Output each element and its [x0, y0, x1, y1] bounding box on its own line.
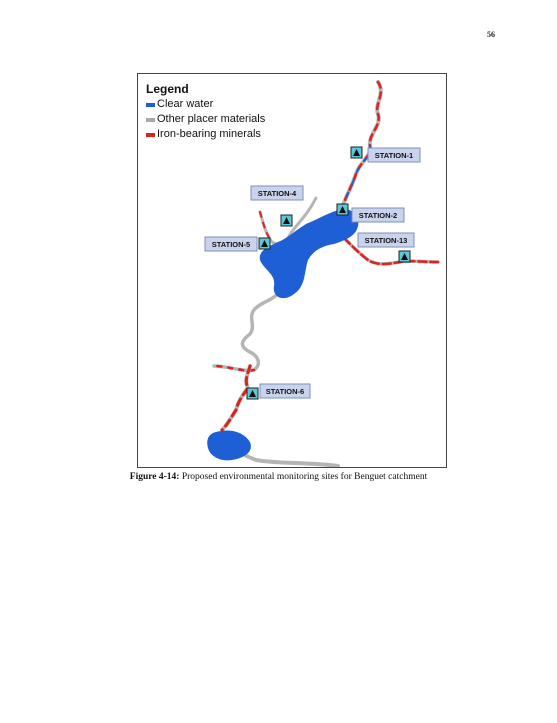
station-2-icon	[339, 206, 346, 213]
station-layer: STATION-1 STATION-2 STATION-13 STATION-4	[204, 146, 421, 400]
legend-item-clear-water: Clear water	[146, 97, 265, 112]
station-13-text: STATION-13	[365, 236, 408, 245]
station-4-icon	[283, 217, 290, 224]
station-6-text: STATION-6	[266, 387, 304, 396]
reservoir-main	[259, 209, 359, 299]
figure-caption: Figure 4-14: Proposed environmental moni…	[0, 472, 557, 482]
station-1-icon	[353, 149, 360, 156]
station-13-marker[interactable]	[398, 250, 411, 263]
station-6-icon	[249, 390, 256, 397]
river-west-tributary-red	[259, 211, 273, 243]
station-1-text: STATION-1	[375, 151, 413, 160]
catchment-map-figure: Legend Clear water Other placer material…	[137, 73, 447, 468]
station-4-text: STATION-4	[258, 189, 297, 198]
legend-label-iron-bearing: Iron-bearing minerals	[157, 128, 261, 140]
legend-item-other-placer: Other placer materials	[146, 112, 265, 127]
station-6-marker[interactable]	[246, 387, 259, 400]
catchment-map	[207, 80, 440, 467]
station-2-text: STATION-2	[359, 211, 397, 220]
station-2-label[interactable]: STATION-2	[351, 207, 405, 223]
legend-swatch-other-placer	[146, 117, 155, 122]
legend-title: Legend	[146, 82, 189, 96]
river-lower-reach-red	[220, 364, 252, 432]
legend-swatch-iron-bearing	[146, 132, 155, 137]
legend-label-clear-water: Clear water	[157, 98, 214, 110]
station-2-marker[interactable]	[336, 203, 349, 216]
reservoir-lower	[207, 430, 251, 461]
river-east-tributary-red	[342, 236, 440, 266]
station-1-label[interactable]: STATION-1	[367, 147, 421, 163]
station-5-marker[interactable]	[258, 237, 271, 250]
legend-item-iron-bearing: Iron-bearing minerals	[146, 127, 265, 142]
page-number: 56	[487, 30, 495, 39]
legend-swatch-clear-water	[146, 102, 155, 107]
station-13-icon	[401, 253, 408, 260]
legend-label-other-placer: Other placer materials	[157, 113, 266, 125]
station-5-icon	[261, 240, 268, 247]
caption-text: Proposed environmental monitoring sites …	[179, 472, 428, 482]
station-5-label[interactable]: STATION-5	[204, 236, 258, 252]
legend: Legend Clear water Other placer material…	[146, 82, 265, 142]
caption-label: Figure 4-14:	[129, 472, 180, 482]
station-1-marker[interactable]	[350, 146, 363, 159]
station-4-label[interactable]: STATION-4	[250, 185, 304, 201]
station-13-label[interactable]: STATION-13	[357, 232, 415, 248]
station-4-marker[interactable]	[280, 214, 293, 227]
river-main-lower-red	[212, 364, 256, 372]
station-5-text: STATION-5	[212, 240, 250, 249]
station-6-label[interactable]: STATION-6	[259, 383, 311, 399]
